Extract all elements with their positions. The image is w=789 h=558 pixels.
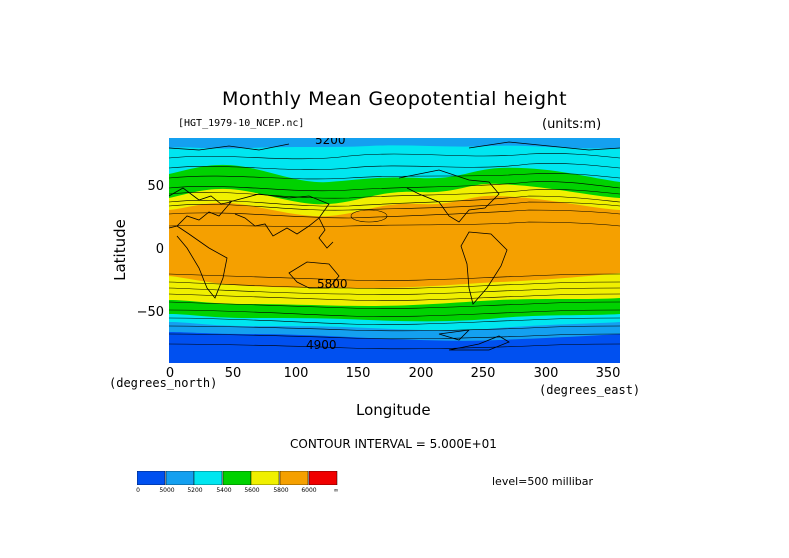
europe-africa-coast — [169, 187, 233, 229]
north-america-coast — [398, 169, 500, 223]
blue-band-south — [169, 332, 620, 363]
antarctic-coast — [448, 335, 510, 351]
x-tick-250: 250 — [470, 366, 496, 381]
contour-lines — [169, 153, 620, 350]
legend-tick-4: 5600 — [244, 487, 260, 494]
contour-label-north: 5200 — [315, 138, 346, 147]
contour-labels: 5200 5800 4900 — [306, 138, 348, 352]
x-tick-200: 200 — [408, 366, 434, 381]
color-legend — [137, 471, 338, 485]
australia-coast — [288, 261, 340, 289]
map-title: Monthly Mean Geopotential height — [221, 88, 568, 110]
asia-coast — [228, 193, 330, 237]
contour-label-polar: 4900 — [306, 338, 337, 352]
legend-swatch-1 — [165, 471, 195, 485]
x-unit-label: (degrees_east) — [539, 383, 641, 397]
contour-label-south: 5800 — [317, 277, 348, 291]
geopotential-height-map: 5200 5800 4900 — [169, 138, 620, 363]
y-tick-0: 0 — [155, 242, 164, 257]
legend-swatch-4 — [250, 471, 280, 485]
dataset-filename: [HGT_1979-10_NCEP.nc] — [178, 118, 305, 129]
legend-tick-7: ∞ — [333, 487, 339, 494]
x-tick-0: 0 — [165, 366, 175, 381]
x-tick-300: 300 — [533, 366, 559, 381]
legend-tick-2: 5200 — [187, 487, 203, 494]
legend-tick-6: 6000 — [301, 487, 317, 494]
legend-tick-5: 5800 — [273, 487, 289, 494]
skyblue-band-north — [169, 138, 620, 149]
legend-tick-3: 5400 — [216, 487, 232, 494]
legend-swatch-3 — [222, 471, 252, 485]
x-tick-350: 350 — [595, 366, 621, 381]
legend-swatch-6 — [308, 471, 338, 485]
units-label: (units:m) — [542, 117, 602, 132]
level-label: level=500 millibar — [492, 475, 594, 488]
cyan-band-north — [169, 138, 620, 183]
x-tick-100: 100 — [283, 366, 309, 381]
legend-swatch-5 — [279, 471, 309, 485]
y-unit-label: (degrees_north) — [109, 376, 218, 390]
x-tick-50: 50 — [224, 366, 242, 381]
legend-swatch-0 — [137, 471, 166, 485]
contour-interval-text: CONTOUR INTERVAL = 5.000E+01 — [290, 437, 497, 451]
legend-tick-1: 5000 — [159, 487, 175, 494]
y-tick-minus50: −50 — [136, 305, 164, 320]
x-axis-label: Longitude — [356, 401, 431, 419]
south-america-coast — [460, 231, 508, 305]
y-tick-50: 50 — [147, 179, 164, 194]
coastlines — [169, 141, 620, 351]
legend-tick-0: 0 — [136, 487, 140, 494]
x-tick-150: 150 — [345, 366, 371, 381]
arctic-coast — [468, 141, 620, 151]
legend-swatch-2 — [193, 471, 223, 485]
